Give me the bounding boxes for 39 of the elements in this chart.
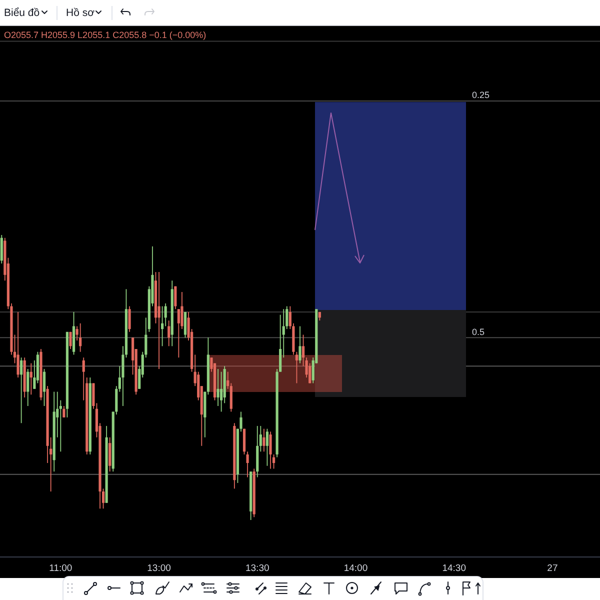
candlestick [79, 322, 82, 352]
candlestick [30, 362, 32, 396]
candlestick [92, 382, 95, 410]
candlestick [20, 357, 23, 424]
candlestick [69, 331, 72, 350]
candlestick [298, 326, 302, 364]
text: O2055.7 H2055.9 L2055.1 C2055.8 −0.1 (−0.00%) [4, 30, 206, 40]
annotation: 0.5 [472, 327, 485, 337]
candlestick [158, 272, 160, 370]
candlestick [269, 431, 272, 470]
x-tick-label: 13:00 [147, 563, 171, 574]
text: 0.25 [472, 90, 490, 100]
candlestick [108, 436, 112, 472]
candlestick [295, 351, 298, 384]
candlestick [0, 234, 3, 264]
x-tick-label: 13:30 [245, 563, 270, 574]
x-tick-label: 27 [547, 563, 558, 574]
candlestick [262, 428, 266, 452]
candlestick [266, 428, 269, 466]
candlestick [177, 308, 180, 358]
candlestick [216, 368, 220, 406]
candlestick [128, 306, 131, 332]
x-tick-label: 14:30 [442, 563, 466, 574]
candlestick [16, 312, 20, 378]
candlestick [160, 306, 164, 347]
x-tick-label: 14:00 [344, 563, 368, 574]
text: Hồ sơ [66, 7, 95, 19]
x-tick-label: 11:00 [49, 563, 72, 574]
candlestick [168, 320, 170, 347]
candlestick [174, 286, 177, 310]
candlestick [164, 302, 167, 327]
candlestick [42, 368, 46, 406]
candlestick [26, 368, 30, 406]
candlestick [184, 312, 187, 338]
candlestick [62, 406, 66, 418]
candlestick [246, 451, 249, 478]
text: Biểu đồ [4, 7, 40, 19]
candlestick [302, 334, 305, 367]
candlestick [242, 428, 246, 455]
